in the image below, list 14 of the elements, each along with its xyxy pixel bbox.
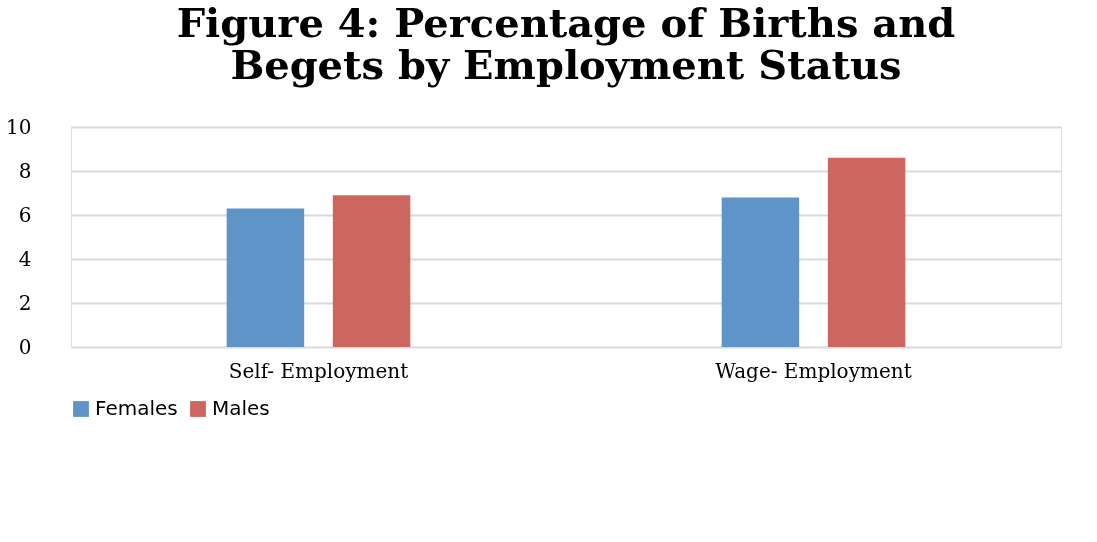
y-tick-label: 2 bbox=[18, 290, 32, 315]
x-tick-label: Self- Employment bbox=[228, 358, 409, 383]
legend-label: Females bbox=[95, 396, 178, 420]
y-tick-label: 8 bbox=[18, 158, 32, 183]
y-tick-label: 0 bbox=[18, 334, 32, 359]
y-tick-label: 6 bbox=[18, 202, 32, 227]
y-tick-label: 10 bbox=[6, 114, 32, 139]
bar bbox=[721, 197, 800, 347]
y-tick-label: 4 bbox=[18, 246, 32, 271]
bar bbox=[332, 195, 411, 347]
legend-label: Males bbox=[212, 396, 270, 420]
bar bbox=[226, 208, 305, 347]
x-tick-label: Wage- Employment bbox=[715, 358, 912, 383]
bar bbox=[827, 157, 906, 347]
